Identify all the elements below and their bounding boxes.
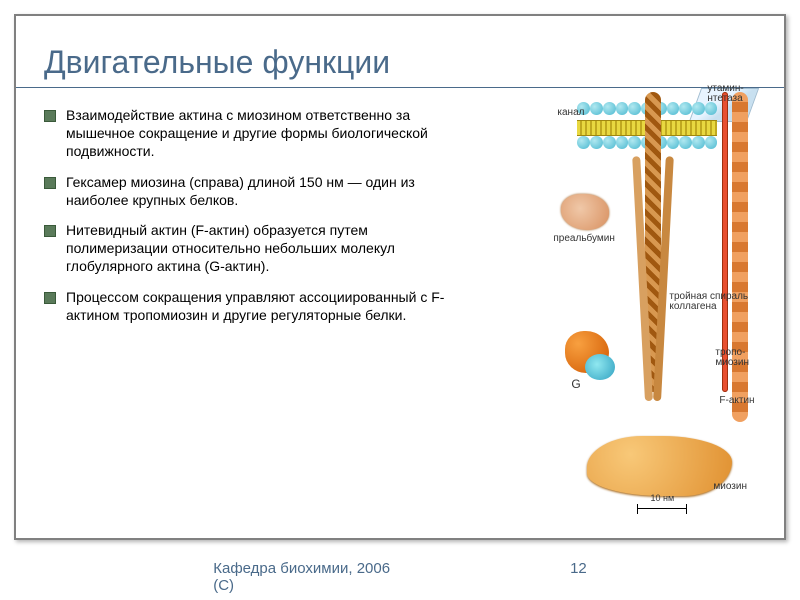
bullet-item: Гексамер миозина (справа) длиной 150 нм … xyxy=(44,173,467,209)
footer-dept: Кафедра биохимии, 2006 (С) xyxy=(213,560,390,595)
footer-copyright: (С) xyxy=(213,577,234,594)
label-f-actin: F-актин xyxy=(719,396,754,407)
label-prealbumin: преальбумин xyxy=(553,234,615,245)
g-actin-blob-secondary xyxy=(585,354,615,380)
scale-bar: 10 нм xyxy=(637,504,687,514)
slide-title: Двигательные функции xyxy=(16,16,784,87)
title-underline xyxy=(16,87,784,88)
f-actin-filament xyxy=(732,92,748,422)
protein-diagram: 10 нм утамин- нтетаза канал преальбумин … xyxy=(467,106,774,536)
scale-label: 10 нм xyxy=(651,494,675,503)
label-collagen-2: коллагена xyxy=(669,302,716,313)
label-myosin: миозин xyxy=(713,482,747,493)
footer-dept-text: Кафедра биохимии, 2006 xyxy=(213,560,390,577)
page-number: 12 xyxy=(570,560,587,595)
label-channel: канал xyxy=(557,108,584,119)
bullet-list: Взаимодействие актина с миозином ответст… xyxy=(44,106,467,536)
bullet-item: Нитевидный актин (F-актин) образуется пу… xyxy=(44,221,467,276)
myosin-heads xyxy=(587,436,732,496)
bullet-item: Взаимодействие актина с миозином ответст… xyxy=(44,106,467,161)
content-row: Взаимодействие актина с миозином ответст… xyxy=(16,106,784,536)
label-g-actin: G xyxy=(571,378,580,391)
label-ntetaza: нтетаза xyxy=(707,94,742,105)
bullet-item: Процессом сокращения управляют ассоцииро… xyxy=(44,288,467,324)
slide-frame: Двигательные функции Взаимодействие акти… xyxy=(14,14,786,540)
prealbumin-blob xyxy=(561,194,609,230)
label-tropo-2: миозин xyxy=(715,358,749,369)
slide-footer: Кафедра биохимии, 2006 (С) 12 xyxy=(0,560,800,595)
